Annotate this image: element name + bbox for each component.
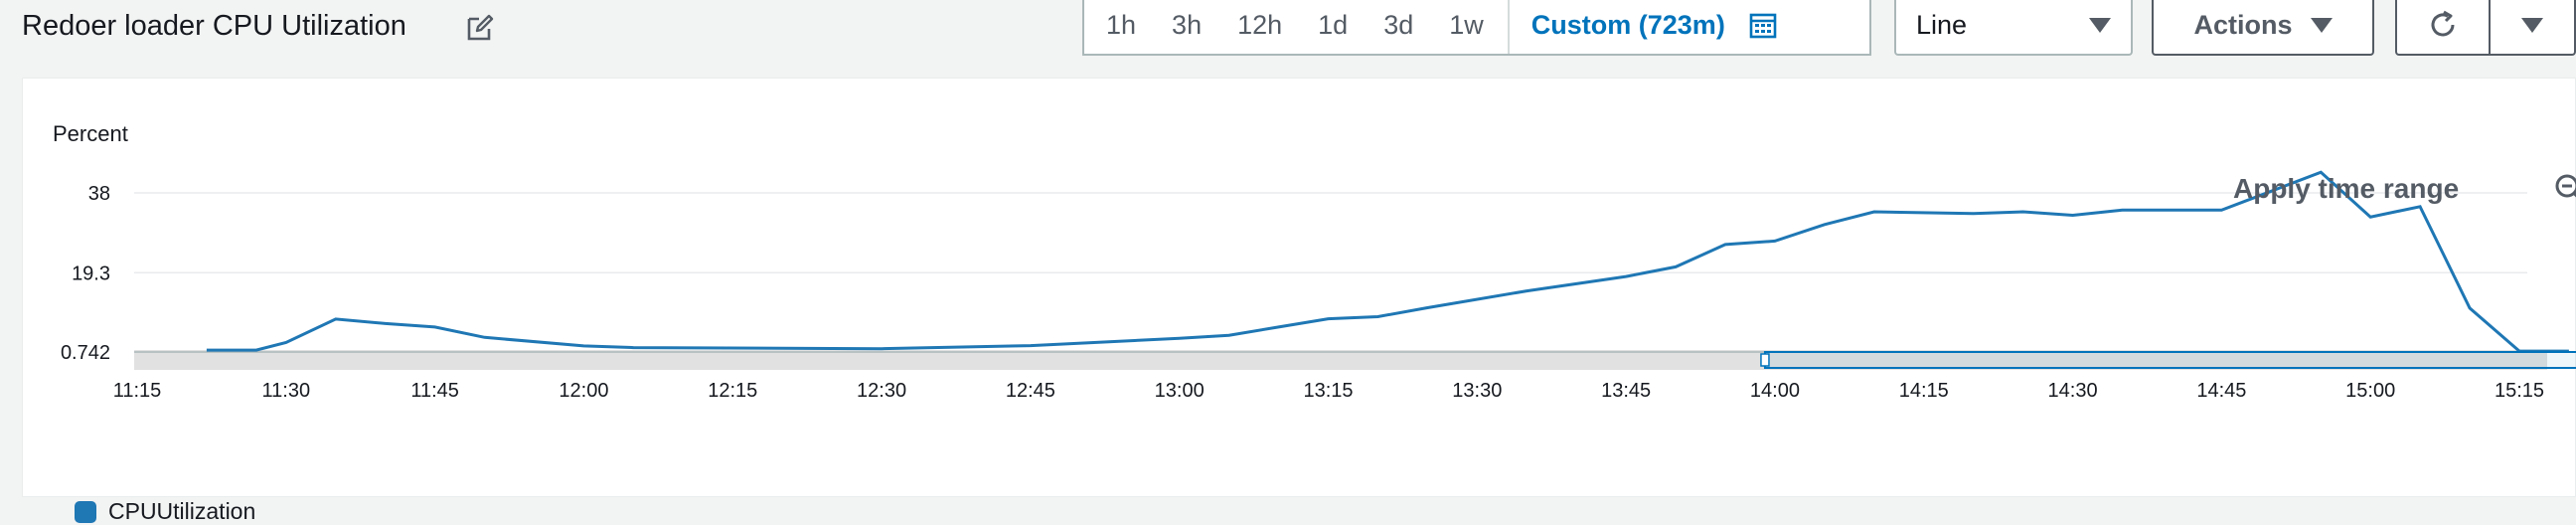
chart-type-select[interactable]: Line — [1894, 0, 2133, 56]
chevron-down-icon — [2521, 18, 2543, 33]
chevron-down-icon — [2089, 18, 2111, 33]
legend-label[interactable]: CPUUtilization — [108, 498, 255, 525]
y-tick-label: 38 — [88, 183, 110, 205]
series-line-cpuutilization — [207, 172, 2569, 351]
x-tick-label: 14:15 — [1899, 380, 1949, 402]
actions-button[interactable]: Actions — [2152, 0, 2374, 56]
y-tick-label: 0.742 — [61, 342, 110, 364]
refresh-button[interactable] — [2395, 0, 2491, 56]
data-points — [205, 170, 2571, 353]
x-tick-label: 11:15 — [113, 380, 162, 402]
gridlines — [134, 193, 2527, 352]
x-tick-label: 14:30 — [2048, 380, 2098, 402]
x-tick-label: 12:45 — [1006, 380, 1055, 402]
x-tick-label: 14:00 — [1750, 380, 1800, 402]
x-tick-label: 12:30 — [857, 380, 906, 402]
range-3h-button[interactable]: 3h — [1154, 0, 1219, 54]
edit-title-icon[interactable] — [465, 13, 495, 43]
refresh-options-button[interactable] — [2489, 0, 2576, 56]
x-tick-label: 13:00 — [1155, 380, 1205, 402]
x-tick-label: 12:00 — [559, 380, 608, 402]
calendar-icon[interactable] — [1749, 11, 1777, 39]
chart-legend: CPUUtilization — [75, 498, 255, 525]
x-tick-label: 12:15 — [708, 380, 757, 402]
time-range-brush[interactable] — [1761, 352, 2576, 368]
y-axis-label: Percent — [53, 121, 128, 146]
range-3d-button[interactable]: 3d — [1366, 0, 1431, 54]
y-tick-label: 19.3 — [72, 262, 110, 284]
range-1w-button[interactable]: 1w — [1431, 0, 1502, 54]
legend-swatch[interactable] — [75, 501, 96, 523]
x-tick-label: 15:15 — [2495, 380, 2544, 402]
x-tick-label: 13:45 — [1601, 380, 1651, 402]
range-12h-button[interactable]: 12h — [1219, 0, 1300, 54]
x-tick-label: 15:00 — [2345, 380, 2395, 402]
x-tick-label: 11:45 — [410, 380, 459, 402]
range-1d-button[interactable]: 1d — [1300, 0, 1366, 54]
chevron-down-icon — [2311, 18, 2333, 33]
brush-handle-left[interactable] — [1761, 354, 1769, 366]
widget-title: Redoer loader CPU Utilization — [22, 10, 406, 43]
apply-time-range-link[interactable]: Apply time range — [2233, 173, 2459, 205]
actions-label: Actions — [2193, 10, 2292, 41]
widget-header: Redoer loader CPU Utilization 1h 3h 12h … — [0, 0, 2576, 62]
x-tick-label: 13:15 — [1303, 380, 1353, 402]
range-1h-button[interactable]: 1h — [1084, 0, 1154, 54]
refresh-icon — [2426, 8, 2460, 42]
chart-type-value: Line — [1916, 10, 2089, 41]
x-tick-label: 11:30 — [262, 380, 311, 402]
zoom-out-icon[interactable] — [2553, 172, 2576, 206]
brush-selection[interactable] — [1765, 352, 2576, 368]
time-range-selector: 1h 3h 12h 1d 3d 1w Custom (723m) — [1082, 0, 1871, 56]
x-tick-label: 13:30 — [1452, 380, 1502, 402]
x-tick-label: 14:45 — [2196, 380, 2246, 402]
range-custom-button[interactable]: Custom (723m) — [1508, 0, 1743, 54]
